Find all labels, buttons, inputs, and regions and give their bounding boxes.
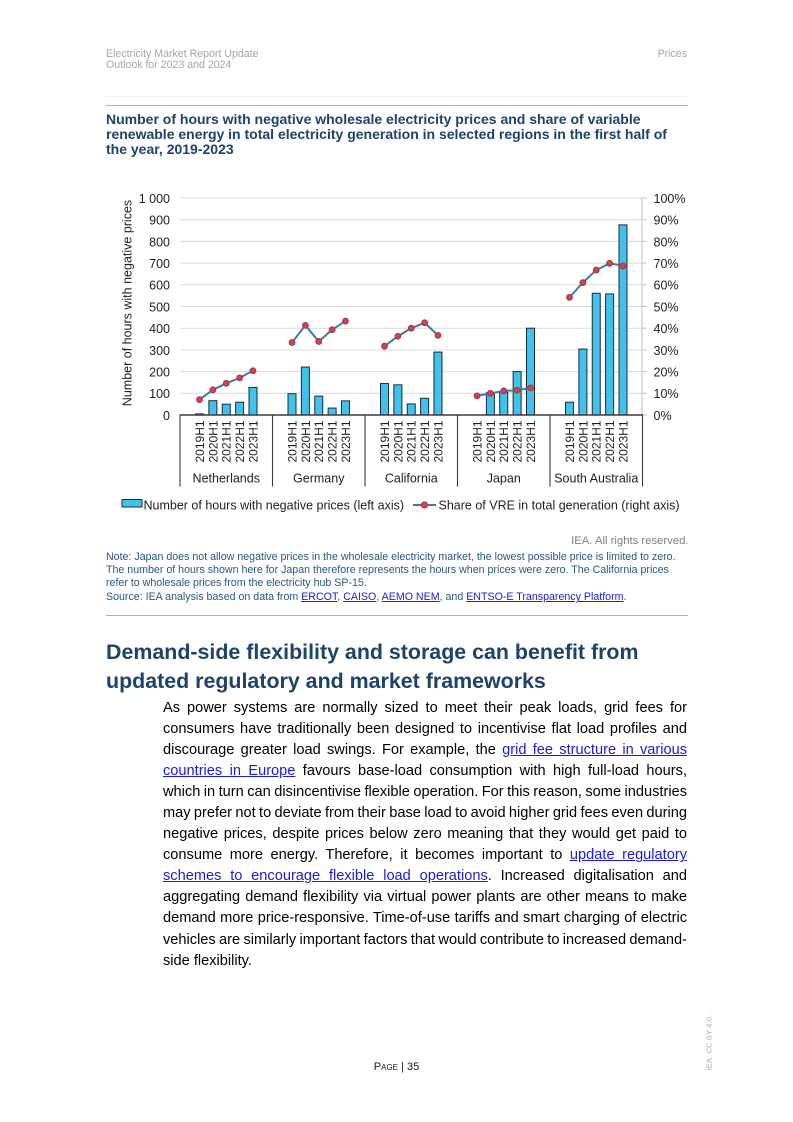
svg-text:Japan: Japan — [487, 472, 521, 486]
svg-text:90%: 90% — [654, 214, 679, 228]
svg-text:2021H1: 2021H1 — [312, 420, 326, 462]
svg-text:900: 900 — [149, 214, 170, 228]
svg-text:10%: 10% — [654, 387, 679, 401]
svg-text:Number of hours with negative: Number of hours with negative prices — [121, 200, 135, 406]
svg-text:2023H1: 2023H1 — [616, 420, 630, 462]
svg-text:2020H1: 2020H1 — [391, 420, 405, 462]
svg-text:400: 400 — [149, 322, 170, 336]
svg-text:100%: 100% — [654, 192, 686, 206]
svg-text:1 000: 1 000 — [139, 192, 170, 206]
svg-text:2022H1: 2022H1 — [511, 420, 525, 462]
svg-text:2023H1: 2023H1 — [246, 420, 260, 462]
svg-text:700: 700 — [149, 257, 170, 271]
svg-text:2019H1: 2019H1 — [378, 420, 392, 462]
svg-text:0%: 0% — [654, 409, 672, 423]
svg-text:20%: 20% — [654, 366, 679, 380]
svg-text:100: 100 — [149, 387, 170, 401]
svg-text:2019H1: 2019H1 — [470, 420, 484, 462]
svg-text:South Australia: South Australia — [554, 472, 638, 486]
svg-text:Number of hours with negative: Number of hours with negative prices (le… — [144, 499, 405, 513]
svg-text:2021H1: 2021H1 — [590, 420, 604, 462]
svg-text:600: 600 — [149, 279, 170, 293]
svg-text:2022H1: 2022H1 — [603, 420, 617, 462]
svg-text:2022H1: 2022H1 — [233, 420, 247, 462]
svg-text:2021H1: 2021H1 — [220, 420, 234, 462]
svg-text:2020H1: 2020H1 — [206, 420, 220, 462]
svg-text:2020H1: 2020H1 — [484, 420, 498, 462]
svg-text:2021H1: 2021H1 — [497, 420, 511, 462]
svg-text:2019H1: 2019H1 — [285, 420, 299, 462]
svg-text:2019H1: 2019H1 — [563, 420, 577, 462]
svg-text:2020H1: 2020H1 — [576, 420, 590, 462]
svg-text:2022H1: 2022H1 — [326, 420, 340, 462]
svg-text:2022H1: 2022H1 — [418, 420, 432, 462]
svg-text:2020H1: 2020H1 — [299, 420, 313, 462]
svg-text:Share of VRE in total generati: Share of VRE in total generation (right … — [439, 499, 680, 513]
svg-text:40%: 40% — [654, 322, 679, 336]
svg-text:2021H1: 2021H1 — [405, 420, 419, 462]
svg-text:30%: 30% — [654, 344, 679, 358]
svg-text:Germany: Germany — [293, 472, 345, 486]
svg-text:200: 200 — [149, 366, 170, 380]
svg-text:60%: 60% — [654, 279, 679, 293]
svg-text:2023H1: 2023H1 — [431, 420, 445, 462]
svg-text:80%: 80% — [654, 235, 679, 249]
svg-text:300: 300 — [149, 344, 170, 358]
svg-text:2019H1: 2019H1 — [193, 420, 207, 462]
svg-text:2023H1: 2023H1 — [339, 420, 353, 462]
svg-text:2023H1: 2023H1 — [524, 420, 538, 462]
svg-text:California: California — [385, 472, 438, 486]
svg-text:Netherlands: Netherlands — [193, 472, 260, 486]
svg-text:0: 0 — [163, 409, 170, 423]
svg-text:500: 500 — [149, 300, 170, 314]
svg-text:70%: 70% — [654, 257, 679, 271]
svg-text:800: 800 — [149, 235, 170, 249]
svg-text:50%: 50% — [654, 300, 679, 314]
